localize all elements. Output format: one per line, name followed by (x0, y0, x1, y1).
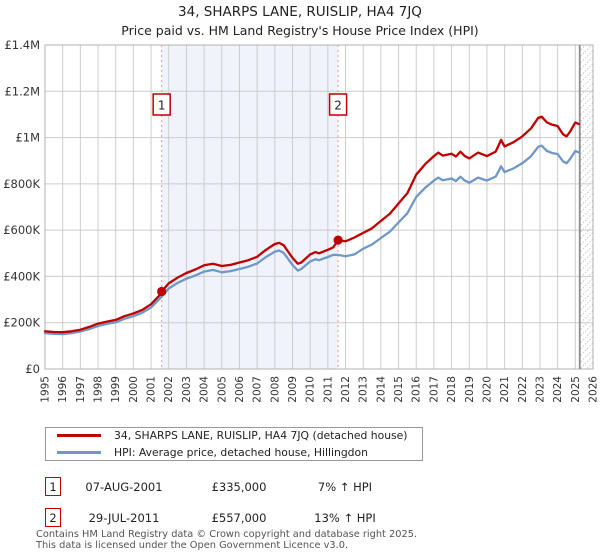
property-line-swatch-icon (57, 434, 101, 437)
legend: 34, SHARPS LANE, RUISLIP, HA4 7JQ (detac… (45, 427, 423, 461)
svg-text:2014: 2014 (375, 376, 387, 403)
page-title: 34, SHARPS LANE, RUISLIP, HA4 7JQ (178, 4, 422, 20)
gridlines (44, 44, 594, 370)
property-price-line (43, 115, 581, 334)
future-hatched-region (579, 45, 593, 369)
svg-text:2026: 2026 (588, 376, 600, 403)
legend-row-property: 34, SHARPS LANE, RUISLIP, HA4 7JQ (detac… (46, 428, 422, 443)
svg-text:2024: 2024 (552, 376, 564, 403)
y-axis-labels: £0 £200K £400K £600K £800K £1M £1.2M £1.4M (3, 38, 40, 376)
sale-2-flag-box (328, 93, 348, 116)
svg-text:2019: 2019 (464, 376, 476, 403)
svg-text:2011: 2011 (322, 376, 334, 403)
sale-1-date: 07-AUG-2001 (85, 479, 163, 494)
sale-1-hpi-delta: 7% ↑ HPI (317, 479, 373, 494)
license-footer: Contains HM Land Registry data © Crown c… (36, 529, 418, 551)
svg-text:2008: 2008 (269, 376, 281, 403)
sale-1-flag-label: 1 (158, 99, 166, 113)
between-sales-shaded-region (161, 45, 339, 369)
svg-text:2003: 2003 (181, 376, 193, 403)
x-axis-labels: 1995 1996 1997 1998 1999 2000 2001 2002 2003 2004… (40, 376, 600, 403)
svg-text:£1M: £1M (15, 131, 40, 145)
hpi-average-line (43, 144, 581, 336)
svg-text:2000: 2000 (128, 376, 140, 403)
sale-2-price: £557,000 (211, 510, 267, 525)
sale-1-price: £335,000 (211, 479, 267, 494)
svg-text:2005: 2005 (216, 376, 228, 403)
hpi-line-swatch-icon (57, 451, 101, 454)
svg-text:2009: 2009 (287, 376, 299, 403)
svg-text:2001: 2001 (146, 376, 158, 403)
svg-text:2010: 2010 (305, 376, 317, 403)
svg-text:1998: 1998 (93, 376, 105, 403)
svg-text:2012: 2012 (340, 376, 352, 403)
legend-label-hpi: HPI: Average price, detached house, Hill… (114, 446, 368, 459)
svg-text:2021: 2021 (499, 376, 511, 403)
svg-text:1995: 1995 (40, 376, 52, 403)
svg-text:2013: 2013 (358, 376, 370, 403)
svg-text:2023: 2023 (534, 376, 546, 403)
sale-2-number-badge: 2 (45, 508, 61, 527)
sale-row-1: 1 07-AUG-2001 £335,000 7% ↑ HPI (45, 477, 395, 496)
svg-text:2020: 2020 (481, 376, 493, 403)
svg-text:2006: 2006 (234, 376, 246, 403)
sale-2-flag-label: 2 (334, 99, 342, 113)
sale-1-flag-box (152, 93, 171, 116)
footer-line-2: This data is licensed under the Open Gov… (36, 539, 349, 551)
sale-1-point (157, 286, 167, 297)
sale-2-point (333, 235, 343, 245)
svg-text:1996: 1996 (57, 376, 69, 403)
sale-2-date: 29-JUL-2011 (88, 510, 160, 525)
svg-text:1997: 1997 (75, 376, 87, 403)
legend-label-property: 34, SHARPS LANE, RUISLIP, HA4 7JQ (detac… (114, 429, 408, 442)
svg-text:£1.4M: £1.4M (4, 38, 40, 52)
sale-row-2: 2 29-JUL-2011 £557,000 13% ↑ HPI (45, 508, 395, 527)
sale-2-hpi-delta: 13% ↑ HPI (314, 510, 376, 525)
svg-text:2007: 2007 (252, 376, 264, 403)
sale-1-number-badge: 1 (45, 477, 61, 496)
svg-text:2017: 2017 (428, 376, 440, 403)
svg-text:£800K: £800K (3, 177, 40, 191)
page-subtitle: Price paid vs. HM Land Registry's House … (121, 23, 479, 38)
svg-text:£0: £0 (25, 362, 40, 376)
svg-text:1999: 1999 (110, 376, 122, 403)
svg-text:2002: 2002 (163, 376, 175, 403)
svg-text:£200K: £200K (3, 316, 40, 330)
svg-text:2015: 2015 (393, 376, 405, 403)
svg-text:£400K: £400K (3, 269, 40, 283)
svg-text:2022: 2022 (517, 376, 529, 403)
svg-text:2025: 2025 (570, 376, 582, 403)
svg-text:2018: 2018 (446, 376, 458, 403)
svg-text:£600K: £600K (3, 223, 40, 237)
footer-line-1: Contains HM Land Registry data © Crown c… (36, 529, 418, 540)
svg-text:£1.2M: £1.2M (4, 84, 40, 98)
hpi-line-chart: 1 2 £0 £200K £400K £600K £800K £1M £1.2M £1.4M 199… (3, 38, 600, 403)
legend-row-hpi: HPI: Average price, detached house, Hill… (46, 445, 422, 460)
svg-text:2004: 2004 (199, 376, 211, 403)
plot-border (44, 44, 594, 370)
svg-text:2016: 2016 (411, 376, 423, 403)
